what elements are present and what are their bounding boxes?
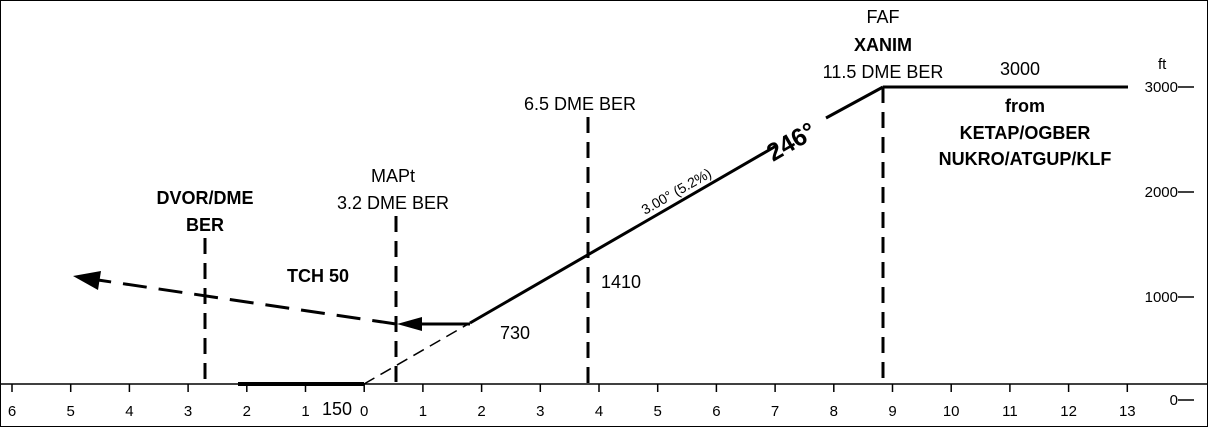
dme65-label: 6.5 DME BER xyxy=(524,94,636,114)
x-tick-label: 6 xyxy=(712,403,720,420)
dvor-name: BER xyxy=(186,215,224,235)
x-tick-label: 10 xyxy=(943,403,960,420)
glide-angle-label: 3.00° (5.2%) xyxy=(639,165,715,218)
glide-path-upper xyxy=(825,85,884,120)
x-tick-label: 0 xyxy=(360,403,368,420)
x-tick-label: 4 xyxy=(595,403,603,420)
y-tick-label: 0 xyxy=(1170,392,1178,409)
y-tick-label: 3000 xyxy=(1145,79,1178,96)
mapt-dme: 3.2 DME BER xyxy=(337,193,449,213)
missed-approach-path xyxy=(97,278,397,326)
x-tick-label: 6 xyxy=(8,403,16,420)
glide-path xyxy=(469,144,777,325)
x-tick-label: 12 xyxy=(1060,403,1077,420)
x-tick-label: 1 xyxy=(301,403,309,420)
x-tick-label: 3 xyxy=(184,403,192,420)
altitude-1410: 1410 xyxy=(601,272,641,292)
x-tick-label: 2 xyxy=(243,403,251,420)
glide-path-below-mda xyxy=(363,322,471,385)
x-axis-ticks: 6 5 4 3 2 1 0 1 2 3 4 5 6 7 8 9 10 11 12 13 xyxy=(8,384,1136,420)
course-label: 246° xyxy=(762,117,821,167)
x-tick-label: 9 xyxy=(888,403,896,420)
altitude-150: 150 xyxy=(322,399,352,419)
initial-altitude: 3000 xyxy=(1000,59,1040,79)
faf-name: XANIM xyxy=(854,35,912,55)
x-tick-label: 5 xyxy=(654,403,662,420)
from-fixes-1: KETAP/OGBER xyxy=(960,123,1091,143)
x-tick-label: 2 xyxy=(477,403,485,420)
missed-approach-arrow xyxy=(73,271,101,290)
x-tick-label: 7 xyxy=(771,403,779,420)
y-tick-label: 2000 xyxy=(1145,184,1178,201)
x-tick-label: 8 xyxy=(830,403,838,420)
dvor-label: DVOR/DME xyxy=(156,188,253,208)
tch-label: TCH 50 xyxy=(287,266,349,286)
missed-approach-arrowhead xyxy=(397,317,422,331)
x-tick-label: 5 xyxy=(67,403,75,420)
x-tick-label: 13 xyxy=(1119,403,1136,420)
x-tick-label: 1 xyxy=(419,403,427,420)
mapt-label: MAPt xyxy=(371,166,415,186)
x-tick-label: 3 xyxy=(536,403,544,420)
from-label: from xyxy=(1005,96,1045,116)
y-tick-label: 1000 xyxy=(1145,289,1178,306)
altitude-730: 730 xyxy=(500,323,530,343)
x-tick-label: 11 xyxy=(1002,403,1018,420)
y-axis-unit: ft xyxy=(1158,56,1167,73)
y-axis-ticks: 0 1000 2000 3000 xyxy=(1145,79,1194,409)
x-tick-label: 4 xyxy=(125,403,133,420)
faf-dme: 11.5 DME BER xyxy=(823,62,944,82)
faf-label: FAF xyxy=(866,7,899,27)
from-fixes-2: NUKRO/ATGUP/KLF xyxy=(939,149,1112,169)
